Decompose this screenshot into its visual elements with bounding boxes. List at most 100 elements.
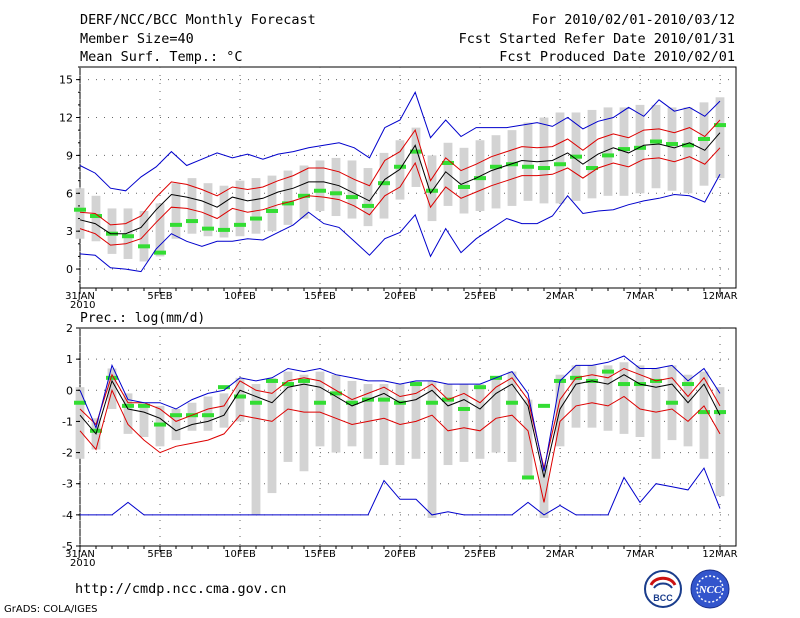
temperature-observed-marker [378,181,390,186]
precipitation-xtick-label: 15FEB [304,549,336,560]
temperature-spread-box [187,178,197,234]
temperature-observed-marker [282,201,294,206]
precipitation-upper-spread-line [79,367,721,469]
precipitation-spread-box [75,387,85,459]
precipitation-spread-box [379,384,389,466]
precipitation-xtick-label: 12MAR [702,549,737,560]
precipitation-ytick-label: -3 [62,478,73,491]
precipitation-ytick-label: 0 [66,384,73,397]
temperature-observed-marker [298,193,310,198]
temperature-spread-box [475,140,485,211]
precipitation-spread-box [331,374,341,453]
precipitation-xtick-label: 2MAR [546,549,575,560]
precipitation-observed-marker [474,385,486,390]
temperature-observed-marker [218,227,230,232]
temperature-spread-box [443,142,453,206]
precipitation-observed-marker [106,375,118,380]
temperature-observed-marker [602,153,614,158]
precipitation-observed-marker [346,400,358,405]
temperature-observed-marker [122,234,134,239]
temperature-spread-box [555,112,565,204]
bcc-logo: BCC [644,570,682,608]
temperature-spread-box [507,130,517,206]
precipitation-observed-marker [378,397,390,402]
temperature-ensemble-mean-line [79,132,721,235]
temperature-spread-box [139,210,149,262]
fcst-started-date: Fcst Started Refer Date 2010/01/31 [458,31,735,47]
temperature-spread-box [427,155,437,222]
temperature-observed-marker [490,164,502,169]
precipitation-xtick-label: 5FEB [147,549,172,560]
temperature-observed-marker [682,143,694,148]
temperature-spread-box [75,188,85,239]
precipitation-observed-marker [138,403,150,408]
precipitation-observed-marker [666,400,678,405]
precipitation-spread-box [651,368,661,459]
precipitation-ytick-label: -4 [62,509,73,522]
temperature-observed-marker [586,166,598,171]
precipitation-observed-marker [298,378,310,383]
temperature-xtick-label: 15FEB [304,291,336,302]
temperature-observed-marker [634,145,646,150]
source-url[interactable]: http://cmdp.ncc.cma.gov.cn [75,581,287,597]
temperature-observed-marker [186,219,198,224]
precipitation-observed-marker [682,382,694,387]
temperature-spread-box [395,140,405,200]
precipitation-ytick-label: 2 [66,322,73,335]
temperature-observed-marker [74,207,86,212]
temperature-ytick-label: 9 [66,149,73,162]
precipitation-observed-marker [714,410,726,415]
precipitation-observed-marker [330,391,342,396]
precipitation-observed-marker [602,369,614,374]
temperature-observed-marker [234,222,246,227]
ncc-logo-text: NCC [698,584,722,596]
precipitation-year-label: 2010 [70,558,95,569]
precipitation-spread-box [411,380,421,459]
precipitation-observed-marker [426,400,438,405]
temperature-xtick-label: 5FEB [147,291,172,302]
precipitation-spread-box [427,380,437,518]
precipitation-spread-box [507,371,517,462]
precipitation-spread-box [443,384,453,466]
bcc-logo-text: BCC [653,593,673,603]
temperature-xtick-label: 20FEB [384,291,416,302]
precipitation-lower-spread-line [79,388,721,503]
precipitation-spread-box [475,384,485,459]
temperature-observed-marker [330,191,342,196]
temperature-observed-marker [138,244,150,249]
precipitation-observed-marker [458,406,470,411]
precipitation-spread-box [171,408,181,441]
precipitation-ensemble-mean-line [79,374,721,478]
temperature-ytick-label: 15 [59,74,73,87]
temperature-observed-marker [90,214,102,219]
precipitation-observed-marker [74,400,86,405]
precipitation-spread-box [539,465,549,518]
temperature-spread-box [651,104,661,189]
temperature-spread-box [587,109,597,199]
temperature-observed-marker [362,203,374,208]
temperature-spread-box [171,183,181,239]
temperature-spread-box [411,127,421,187]
temperature-spread-box [715,97,725,179]
precipitation-spread-box [267,377,277,494]
temperature-max-line [79,91,721,192]
forecast-period: For 2010/02/01-2010/03/12 [531,12,735,28]
precipitation-observed-marker [538,403,550,408]
temperature-spread-box [107,208,117,254]
precipitation-spread-box [107,368,117,409]
temperature-spread-box [331,157,341,217]
temperature-observed-marker [458,184,470,189]
temperature-xtick-label: 2MAR [546,291,575,302]
precipitation-spread-box [491,377,501,453]
precipitation-observed-marker [698,410,710,415]
temperature-spread-box [219,185,229,238]
precipitation-spread-box [235,377,245,422]
precipitation-observed-marker [218,385,230,390]
temperature-observed-marker [538,166,550,171]
precipitation-max-line [79,355,721,472]
member-size-label: Member Size=40 [80,31,194,47]
temperature-observed-marker [250,216,262,221]
precipitation-spread-box [635,365,645,437]
temperature-spread-box [603,107,613,196]
temperature-observed-marker [314,188,326,193]
